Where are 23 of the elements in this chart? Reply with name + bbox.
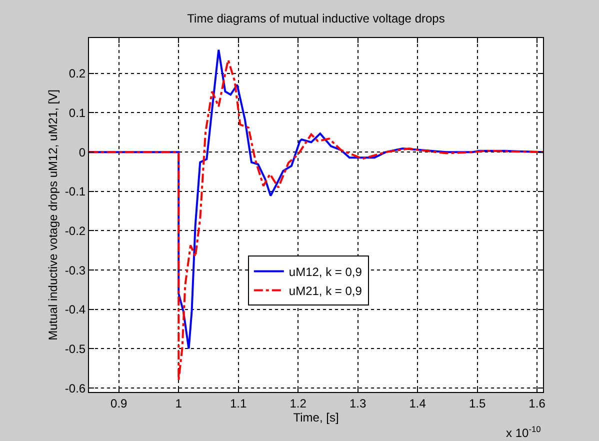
y-tick-label: -0.6: [64, 381, 86, 396]
y-tick-label: -0.4: [64, 302, 86, 317]
y-tick-label: -0.1: [64, 184, 86, 199]
text: x 10$^{-10}$: [506, 424, 542, 440]
y-tick-label: -0.3: [64, 263, 86, 278]
x-tick-label: 1.1: [230, 396, 248, 410]
y-tick-label: 0.2: [68, 66, 86, 81]
legend-label: uM21, k = 0,9: [288, 284, 362, 298]
x-tick-label: 1: [175, 396, 182, 410]
x-tick-label: 1.2: [290, 396, 307, 410]
legend-label: uM12, k = 0,9: [288, 264, 362, 279]
x-tick-label: 1.3: [349, 396, 366, 410]
y-tick-label: 0.1: [68, 106, 86, 120]
x-tick-label: 0.9: [110, 396, 128, 410]
x-tick-label: 1.5: [468, 396, 486, 410]
chart-title: Time diagrams of mutual inductive voltage drops: [187, 11, 445, 26]
y-tick-label: -0.5: [64, 342, 86, 356]
x-tick-label: 1.4: [409, 396, 426, 410]
x-axis-title: Time, [s]: [293, 410, 339, 424]
y-axis-title: Mutual inductive votage drops uM12, uM21, [V]: [46, 90, 60, 340]
y-tick-label: -0.2: [64, 224, 86, 238]
y-tick-label: 0: [78, 145, 86, 160]
x-tick-label: 1.6: [528, 396, 546, 410]
